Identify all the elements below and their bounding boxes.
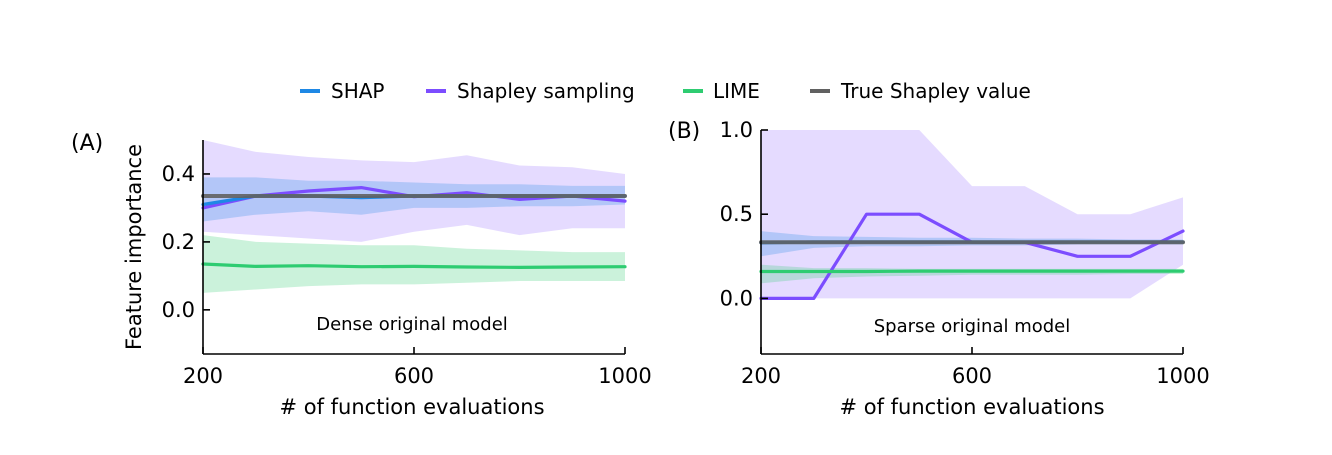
legend-item-shap: SHAP [300, 79, 384, 103]
panel-a-bands [203, 140, 625, 293]
panel-a-band-lime [203, 235, 625, 293]
panel-b-annotation: Sparse original model [874, 316, 1071, 337]
panel-b-x-tick-label: 600 [952, 364, 992, 388]
legend-label-lime: LIME [713, 79, 760, 103]
panel-a-annotation: Dense original model [316, 314, 508, 335]
panel-a-x-tick-label: 600 [394, 364, 434, 388]
panel-b: (B) 0.0 0.5 1.0 200 600 1000 Sparse original … [668, 118, 1210, 419]
legend-item-true-shapley: True Shapley value [810, 79, 1031, 103]
panel-b-x-tick-label: 200 [741, 364, 781, 388]
panel-b-y-tick-label: 0.0 [720, 286, 753, 310]
panel-b-x-axis-title: # of function evaluations [839, 395, 1104, 419]
panel-a-x-axis-title: # of function evaluations [279, 395, 544, 419]
legend-item-shapley-sampling: Shapley sampling [426, 79, 635, 103]
legend: SHAP Shapley sampling LIME True Shapley … [300, 79, 1031, 103]
panel-b-y-tick-label: 1.0 [720, 118, 753, 142]
panel-b-bands [761, 130, 1183, 298]
panel-b-x-tick-label: 1000 [1156, 364, 1209, 388]
panel-a-y-tick-label: 0.0 [162, 298, 195, 322]
legend-label-shapley-sampling: Shapley sampling [457, 79, 635, 103]
legend-item-lime: LIME [683, 79, 760, 103]
panel-label-b: (B) [668, 119, 700, 144]
panel-label-a: (A) [71, 131, 103, 156]
panel-b-y-tick-label: 0.5 [720, 202, 753, 226]
panel-a: (A) 0.0 0.2 0.4 200 600 1000 Dense original m… [71, 131, 652, 419]
panel-a-y-tick-label: 0.2 [162, 230, 195, 254]
legend-label-shap: SHAP [331, 79, 384, 103]
panel-a-y-axis-title: Feature importance [122, 144, 146, 350]
panel-a-x-tick-label: 200 [183, 364, 223, 388]
panel-a-y-tick-label: 0.4 [162, 162, 195, 186]
legend-label-true-shapley: True Shapley value [840, 79, 1031, 103]
panel-a-x-tick-label: 1000 [598, 364, 651, 388]
